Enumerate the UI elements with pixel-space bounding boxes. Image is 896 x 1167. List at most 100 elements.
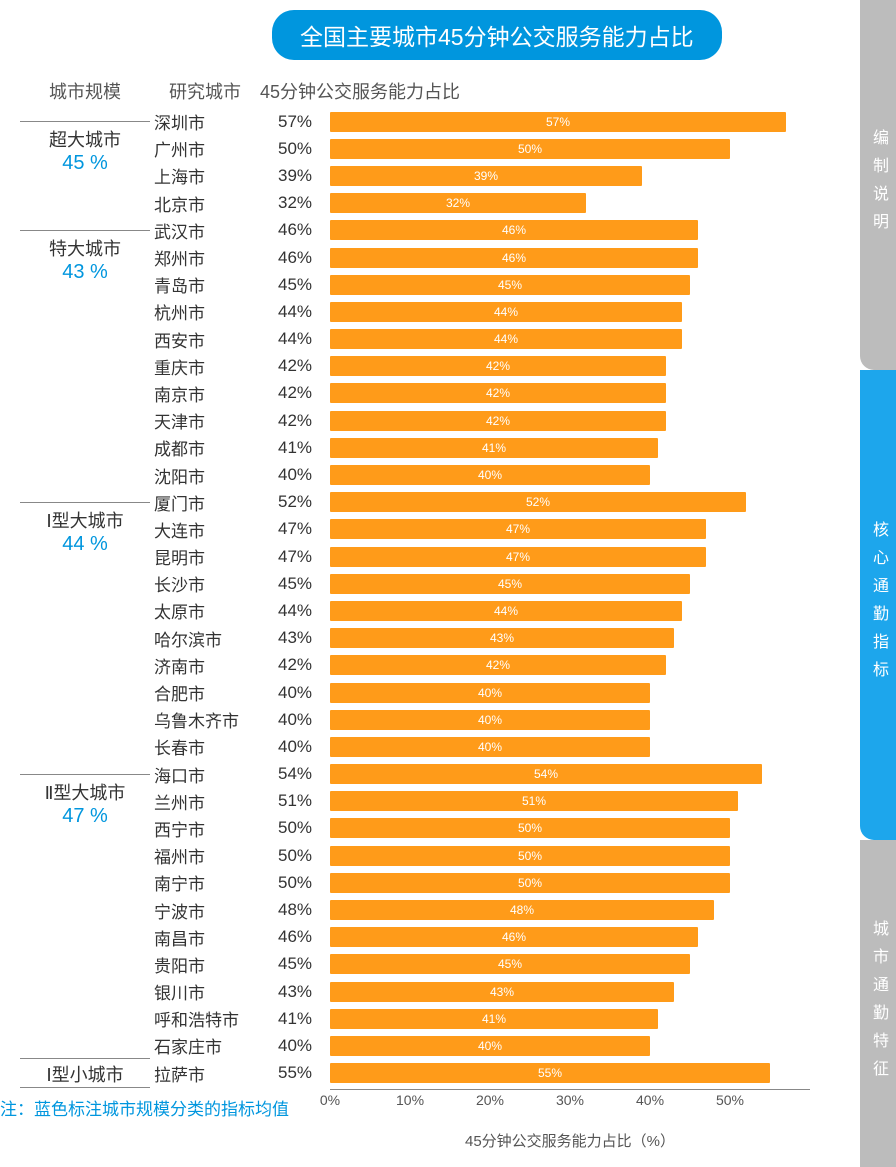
header-pct: 45分钟公交服务能力占比 [260,78,810,104]
scale-label: Ⅱ型大城市 [20,777,150,805]
bar: 52% [330,492,746,512]
pct-cell: 46% [260,248,330,268]
city-cell: 青岛市 [150,272,260,297]
scale-label: 超大城市 [20,124,150,152]
bar-cell: 57% [330,112,810,132]
bar-cell: 48% [330,900,810,920]
city-cell: 重庆市 [150,354,260,379]
pct-cell: 40% [260,465,330,485]
pct-cell: 45% [260,574,330,594]
bar: 45% [330,275,690,295]
bar: 40% [330,710,650,730]
bar: 55% [330,1063,770,1083]
bar-label: 40% [478,468,502,482]
table-row: 特大城市43 %武汉市46%46% [20,217,850,244]
table-row: Ⅱ型大城市47 %海口市54%54% [20,761,850,788]
bar-label: 41% [482,1012,506,1026]
pct-cell: 43% [260,628,330,648]
table-row: 长春市40%40% [20,733,850,760]
bar-label: 46% [502,930,526,944]
city-cell: 贵阳市 [150,952,260,977]
bar-label: 41% [482,441,506,455]
table-row: 南昌市46%46% [20,924,850,951]
city-cell: 海口市 [150,762,260,787]
bar-label: 40% [478,1039,502,1053]
table-row: 太原市44%44% [20,597,850,624]
table-row: 石家庄市40%40% [20,1032,850,1059]
bar: 46% [330,927,698,947]
bar-cell: 44% [330,329,810,349]
bar: 51% [330,791,738,811]
pct-cell: 50% [260,846,330,866]
pct-cell: 40% [260,1036,330,1056]
bar-label: 42% [486,414,510,428]
bar: 41% [330,1009,658,1029]
bar-cell: 44% [330,302,810,322]
bar-label: 40% [478,713,502,727]
bar: 50% [330,846,730,866]
header-scale: 城市规模 [20,78,150,104]
scale-label: 特大城市 [20,233,150,261]
axis-tick: 30% [556,1092,584,1108]
pct-cell: 43% [260,982,330,1002]
pct-cell: 40% [260,737,330,757]
bar-cell: 40% [330,710,810,730]
bar-cell: 47% [330,519,810,539]
axis-tick: 40% [636,1092,664,1108]
bar-label: 50% [518,821,542,835]
footnote: 注：蓝色标注城市规模分类的指标均值 [0,1095,330,1120]
tab-editorial-notes[interactable]: 编制说明 [860,0,896,370]
tab-city-commute-features[interactable]: 城市通勤特征 [860,840,896,1167]
pct-cell: 48% [260,900,330,920]
table-row: 超大城市45 %深圳市57%57% [20,108,850,135]
city-cell: 长春市 [150,734,260,759]
bar: 42% [330,655,666,675]
table-row: 乌鲁木齐市40%40% [20,706,850,733]
bar-label: 47% [506,550,530,564]
bar-label: 40% [478,686,502,700]
pct-cell: 40% [260,683,330,703]
city-cell: 武汉市 [150,218,260,243]
table-row: 重庆市42%42% [20,353,850,380]
city-cell: 深圳市 [150,109,260,134]
bar-cell: 51% [330,791,810,811]
pct-cell: 50% [260,873,330,893]
pct-cell: 46% [260,220,330,240]
scale-avg: 47 % [20,805,150,828]
bar-label: 42% [486,359,510,373]
bar-label: 43% [490,631,514,645]
pct-cell: 42% [260,383,330,403]
city-cell: 昆明市 [150,544,260,569]
header-city: 研究城市 [150,78,260,104]
city-cell: 银川市 [150,979,260,1004]
table-row: 宁波市48%48% [20,896,850,923]
pct-cell: 52% [260,492,330,512]
scale-label: Ⅰ型小城市 [20,1059,150,1087]
bar-cell: 41% [330,438,810,458]
city-cell: 西安市 [150,327,260,352]
bar-label: 45% [498,957,522,971]
bar-cell: 50% [330,846,810,866]
bar-cell: 42% [330,383,810,403]
tab-core-commute-metrics[interactable]: 核心通勤指标 [860,370,896,840]
scale-avg: 43 % [20,261,150,284]
city-cell: 广州市 [150,136,260,161]
city-cell: 上海市 [150,163,260,188]
bar: 44% [330,601,682,621]
bar-cell: 50% [330,873,810,893]
city-cell: 长沙市 [150,571,260,596]
table-row: 沈阳市40%40% [20,461,850,488]
pct-cell: 41% [260,1009,330,1029]
bar-label: 42% [486,658,510,672]
bar: 40% [330,465,650,485]
bar-label: 45% [498,278,522,292]
city-cell: 福州市 [150,843,260,868]
city-cell: 兰州市 [150,789,260,814]
city-cell: 拉萨市 [150,1061,260,1086]
bar-label: 45% [498,577,522,591]
bar: 40% [330,683,650,703]
table-row: 呼和浩特市41%41% [20,1005,850,1032]
bar-cell: 40% [330,737,810,757]
bar-label: 47% [506,522,530,536]
bar-cell: 45% [330,574,810,594]
